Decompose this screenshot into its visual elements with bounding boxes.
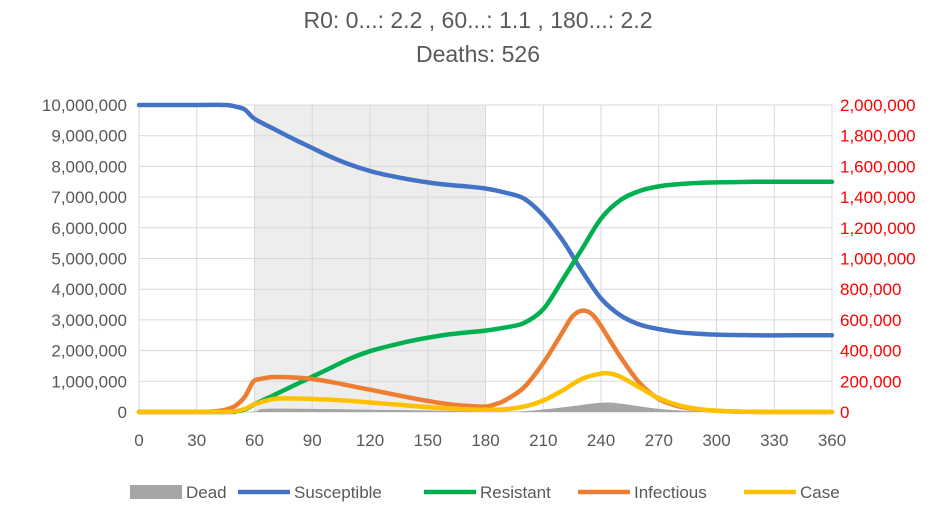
x-tick-label: 60 — [245, 431, 264, 450]
x-tick-label: 360 — [818, 431, 846, 450]
x-tick-label: 120 — [356, 431, 384, 450]
x-tick-label: 150 — [414, 431, 442, 450]
legend-label-resistant: Resistant — [480, 483, 551, 502]
y-tick-label-left: 2,000,000 — [51, 342, 127, 361]
y-tick-label-left: 4,000,000 — [51, 280, 127, 299]
x-tick-label: 270 — [645, 431, 673, 450]
y-tick-label-right: 600,000 — [840, 311, 901, 330]
series-line-resistant — [136, 179, 835, 415]
y-tick-label-right: 200,000 — [840, 372, 901, 391]
y-tick-label-right: 1,800,000 — [840, 127, 916, 146]
legend-label-infectious: Infectious — [634, 483, 707, 502]
series-area-dead — [139, 402, 832, 413]
y-tick-label-right: 2,000,000 — [840, 96, 916, 115]
y-tick-label-left: 9,000,000 — [51, 127, 127, 146]
series-line-susceptible — [136, 102, 835, 338]
y-tick-label-left: 5,000,000 — [51, 250, 127, 269]
chart-subtitle: Deaths: 526 — [416, 41, 540, 67]
chart-title: R0: 0...: 2.2 , 60...: 1.1 , 180...: 2.2 — [303, 7, 652, 33]
x-tick-label: 90 — [303, 431, 322, 450]
y-tick-label-right: 1,600,000 — [840, 157, 916, 176]
x-tick-label: 300 — [702, 431, 730, 450]
y-tick-label-left: 1,000,000 — [51, 372, 127, 391]
y-tick-label-left: 7,000,000 — [51, 188, 127, 207]
series-line-case — [136, 370, 835, 415]
y-tick-label-right: 400,000 — [840, 342, 901, 361]
y-tick-label-right: 1,000,000 — [840, 250, 916, 269]
x-tick-label: 210 — [529, 431, 557, 450]
y-tick-label-right: 1,400,000 — [840, 188, 916, 207]
x-tick-label: 180 — [471, 431, 499, 450]
x-tick-label: 240 — [587, 431, 615, 450]
y-tick-label-right: 800,000 — [840, 280, 901, 299]
y-tick-label-left: 10,000,000 — [42, 96, 127, 115]
x-tick-label: 330 — [760, 431, 788, 450]
y-tick-label-right: 0 — [840, 403, 849, 422]
legend-label-case: Case — [800, 483, 840, 502]
legend-label-dead: Dead — [186, 483, 227, 502]
legend-label-susceptible: Susceptible — [294, 483, 382, 502]
y-tick-label-right: 1,200,000 — [840, 219, 916, 238]
x-tick-label: 30 — [187, 431, 206, 450]
y-tick-label-left: 8,000,000 — [51, 157, 127, 176]
x-tick-label: 0 — [134, 431, 143, 450]
y-tick-label-left: 3,000,000 — [51, 311, 127, 330]
y-tick-label-left: 6,000,000 — [51, 219, 127, 238]
y-tick-label-left: 0 — [118, 403, 127, 422]
legend-swatch-dead — [130, 485, 182, 499]
